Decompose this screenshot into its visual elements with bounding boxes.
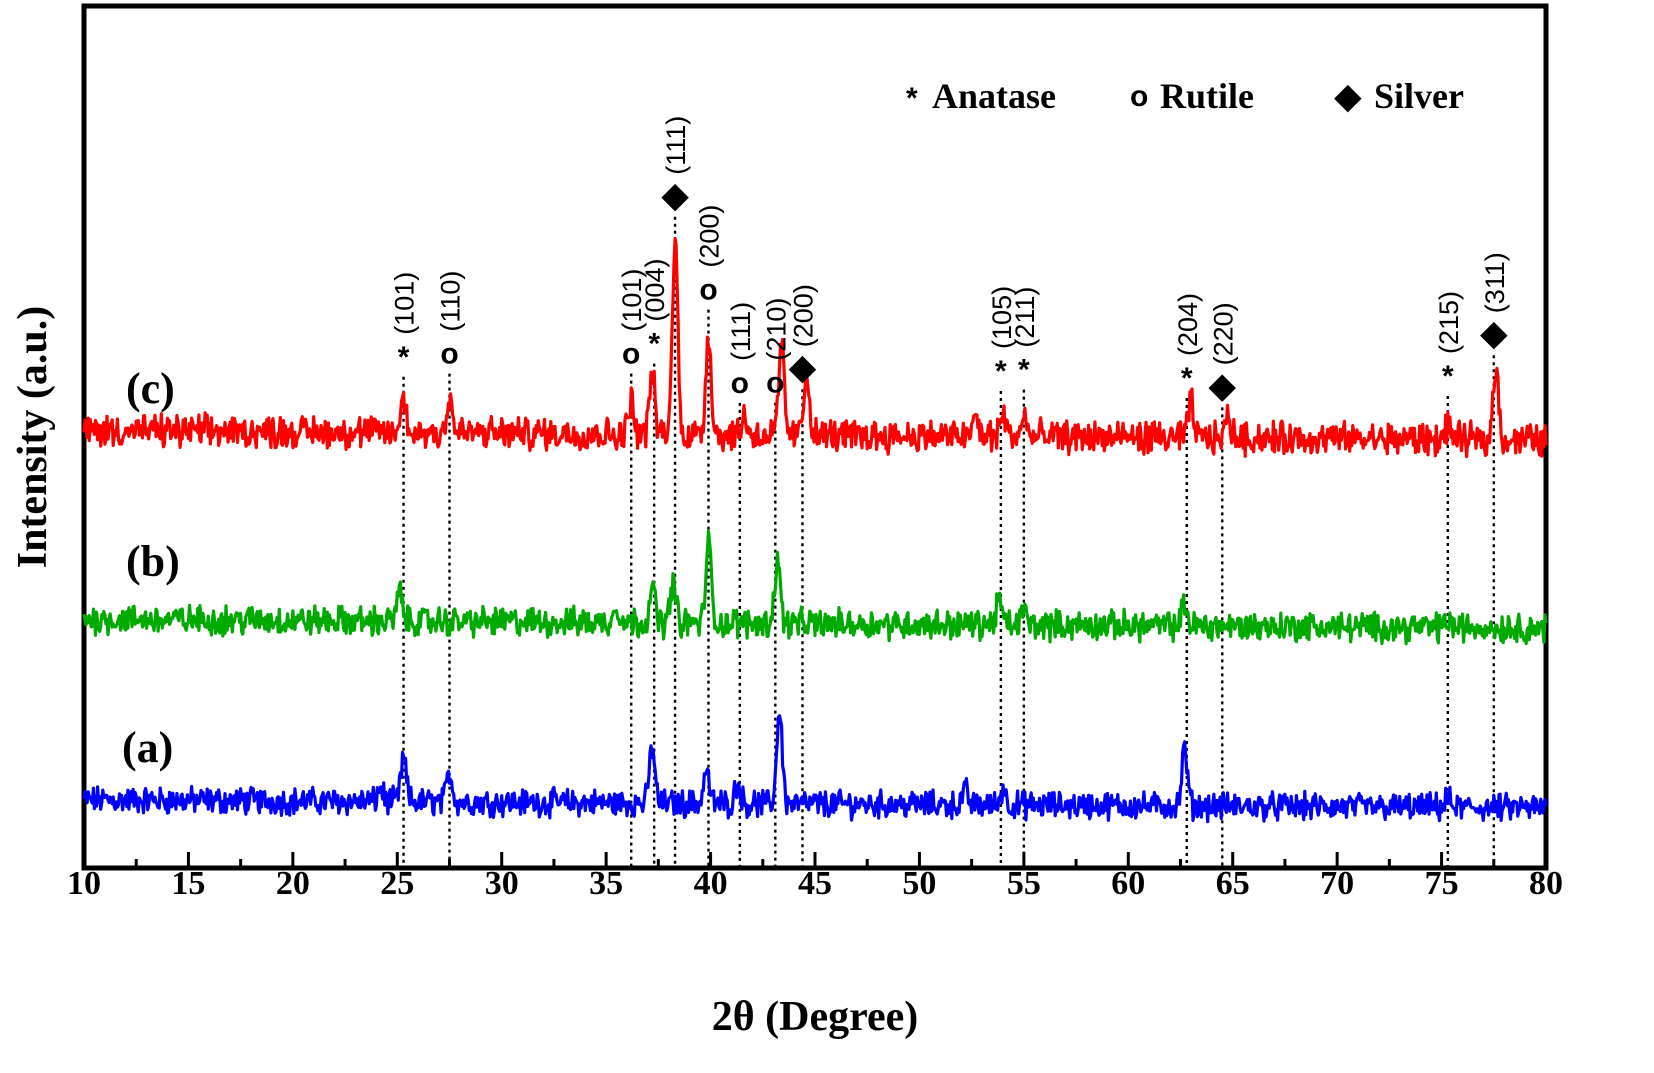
rutile-marker: o — [440, 338, 458, 371]
silver-marker: ◆ — [1208, 365, 1236, 405]
legend-silver-label: Silver — [1374, 76, 1464, 116]
x-tick-label: 70 — [1320, 865, 1354, 902]
x-tick-label: 40 — [694, 865, 728, 902]
reflection-markers: *(101)o(110)o(101)*(004)◆(111)o(200)o(11… — [390, 116, 1510, 406]
hkl-label: (110) — [436, 271, 466, 332]
hkl-label: (211) — [1010, 287, 1040, 348]
anatase-marker: * — [648, 328, 660, 361]
silver-marker: ◆ — [661, 175, 689, 215]
anatase-marker: * — [1442, 360, 1454, 393]
silver-marker: ◆ — [1480, 313, 1508, 353]
x-tick-label: 55 — [1007, 865, 1041, 902]
x-tick-label: 10 — [67, 865, 101, 902]
legend-anatase-label: Anatase — [932, 76, 1056, 116]
x-tick-label: 50 — [902, 865, 936, 902]
x-tick-label: 60 — [1111, 865, 1145, 902]
x-tick-label: 80 — [1529, 865, 1563, 902]
series-line-b — [82, 529, 1548, 646]
x-tick-label: 20 — [276, 865, 310, 902]
x-tick-label: 30 — [485, 865, 519, 902]
series-line-c — [82, 236, 1548, 459]
series-label-c: (c) — [126, 364, 175, 413]
series-layer — [82, 236, 1548, 824]
x-axis: 10 15 20 25 30 35 40 45 50 55 60 65 70 75 80 — [67, 852, 1563, 902]
hkl-label: (105) — [987, 286, 1017, 349]
rutile-marker: o — [699, 274, 717, 307]
hkl-label: (215) — [1434, 291, 1464, 354]
legend-rutile-symbol: o — [1130, 80, 1148, 113]
hkl-label: (311) — [1480, 252, 1510, 313]
anatase-marker: * — [1181, 362, 1193, 395]
legend-rutile-label: Rutile — [1160, 76, 1254, 116]
silver-marker: ◆ — [789, 347, 817, 387]
hkl-label: (101) — [617, 269, 647, 332]
reflection-guides — [402, 216, 1495, 868]
series-line-a — [82, 714, 1548, 824]
legend: * Anatase o Rutile ◆ Silver — [906, 76, 1464, 116]
x-tick-label: 25 — [380, 865, 414, 902]
hkl-label: (210) — [761, 298, 791, 361]
series-label-a: (a) — [122, 723, 173, 772]
hkl-label: (200) — [788, 284, 818, 347]
hkl-label: (111) — [661, 116, 691, 175]
series-label-b: (b) — [126, 537, 180, 586]
legend-anatase-symbol: * — [906, 82, 918, 115]
hkl-label: (004) — [640, 259, 670, 322]
hkl-label: (200) — [694, 205, 724, 268]
rutile-marker: o — [766, 367, 784, 400]
rutile-marker: o — [622, 338, 640, 371]
anatase-marker: * — [995, 355, 1007, 388]
legend-silver-symbol: ◆ — [1334, 76, 1362, 116]
x-tick-label: 65 — [1216, 865, 1250, 902]
x-axis-title: 2θ (Degree) — [712, 994, 919, 1040]
rutile-marker: o — [731, 367, 749, 400]
x-tick-label: 15 — [171, 865, 205, 902]
hkl-label: (111) — [726, 302, 756, 361]
hkl-label: (101) — [390, 272, 420, 335]
anatase-marker: * — [1018, 354, 1030, 387]
x-tick-label: 75 — [1425, 865, 1459, 902]
x-tick-label: 35 — [589, 865, 623, 902]
x-tick-label: 45 — [798, 865, 832, 902]
hkl-label: (220) — [1208, 302, 1238, 365]
anatase-marker: * — [398, 341, 410, 374]
y-axis-title: Intensity (a.u.) — [10, 306, 56, 569]
hkl-label: (204) — [1173, 293, 1203, 356]
